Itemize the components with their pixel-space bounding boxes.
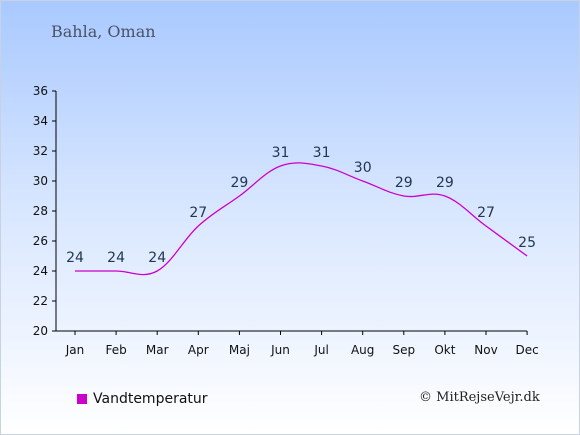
legend-label: Vandtemperatur <box>93 391 208 407</box>
x-tick-label: Dec <box>515 343 538 357</box>
data-label: 25 <box>518 235 536 251</box>
y-tick-label: 24 <box>33 264 48 278</box>
y-tick-label: 30 <box>33 174 48 188</box>
y-tick-label: 34 <box>33 114 48 128</box>
axes <box>52 90 528 335</box>
credit-text: © MitRejseVejr.dk <box>419 390 540 405</box>
data-labels: 24 24 24 27 29 31 31 30 29 29 27 25 <box>66 145 536 266</box>
x-tick-label: Okt <box>434 343 455 357</box>
x-tick-label: Nov <box>474 343 497 357</box>
data-label: 24 <box>107 250 125 266</box>
x-tick-label: Jul <box>313 343 328 357</box>
legend-swatch <box>77 394 87 404</box>
data-label: 29 <box>395 175 413 191</box>
y-tick-label: 28 <box>33 204 48 218</box>
data-label: 29 <box>436 175 454 191</box>
y-tick-label: 26 <box>33 234 48 248</box>
data-label: 24 <box>66 250 84 266</box>
y-tick-label: 22 <box>33 294 48 308</box>
y-tick-label: 36 <box>33 84 48 98</box>
x-tick-label: Aug <box>351 343 374 357</box>
data-label: 27 <box>477 205 495 221</box>
y-tick-label: 20 <box>33 324 48 338</box>
x-tick-label: Mar <box>146 343 169 357</box>
x-tick-label: Feb <box>105 343 126 357</box>
data-label: 31 <box>313 145 331 161</box>
series-line <box>75 162 528 276</box>
x-tick-label: Sep <box>392 343 415 357</box>
location-title: Bahla, Oman <box>51 22 156 41</box>
x-tick-label: Maj <box>229 343 250 357</box>
y-tick-label: 32 <box>33 144 48 158</box>
data-label: 24 <box>148 250 166 266</box>
data-label: 29 <box>230 175 248 191</box>
tick-labels: 20 22 24 26 28 30 32 34 36 Jan Feb Mar Apr Maj Jun Jul A… <box>33 84 539 357</box>
x-tick-label: Jun <box>270 343 290 357</box>
series-layer <box>75 162 528 276</box>
x-tick-label: Apr <box>188 343 209 357</box>
x-tick-label: Jan <box>65 343 85 357</box>
data-label: 27 <box>189 205 207 221</box>
legend: Vandtemperatur <box>77 391 208 407</box>
data-label: 30 <box>354 160 372 176</box>
data-label: 31 <box>272 145 290 161</box>
